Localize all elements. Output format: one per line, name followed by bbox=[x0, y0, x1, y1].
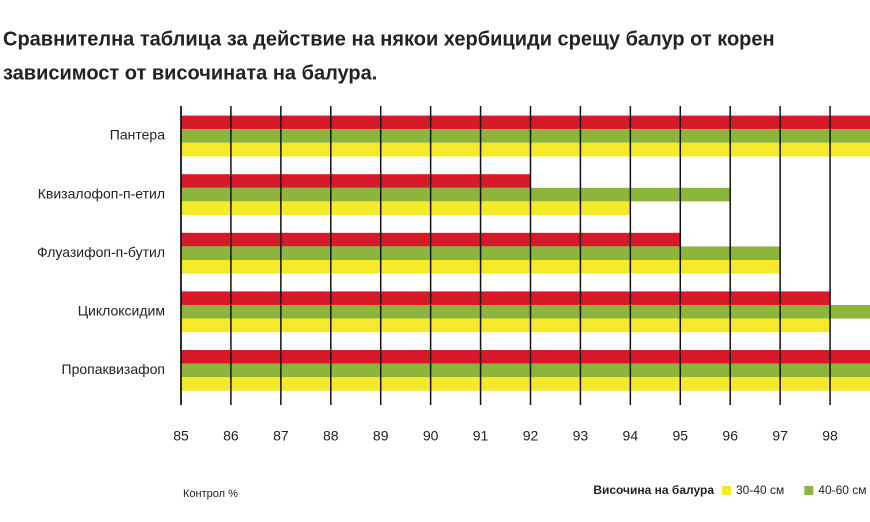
x-tick-label: 85 bbox=[173, 428, 189, 444]
bar bbox=[181, 318, 831, 333]
y-tick-label: Флуазифоп-п-бутил bbox=[37, 244, 165, 260]
y-tick-label: Пантера bbox=[110, 127, 165, 143]
x-tick-label: 93 bbox=[573, 428, 589, 444]
bar bbox=[181, 129, 870, 143]
x-tick-label: 86 bbox=[223, 428, 239, 444]
x-tick-label: 89 bbox=[373, 428, 389, 444]
legend-title: Височина на балура bbox=[593, 483, 714, 497]
x-tick-label: 92 bbox=[523, 428, 539, 444]
x-tick-label: 90 bbox=[423, 428, 439, 444]
x-tick-label: 94 bbox=[623, 428, 639, 444]
bar bbox=[181, 115, 870, 130]
legend-label: 30-40 см bbox=[736, 483, 784, 497]
x-tick-label: 98 bbox=[822, 428, 838, 444]
bar bbox=[181, 377, 870, 391]
bar bbox=[181, 174, 531, 188]
legend-swatch bbox=[804, 486, 814, 495]
chart-title: зависимост от височината на балура. bbox=[3, 62, 377, 84]
y-tick-label: Квизалофоп-п-етил bbox=[38, 185, 165, 201]
x-tick-label: 97 bbox=[772, 428, 788, 444]
x-tick-label: 96 bbox=[722, 428, 738, 444]
bar bbox=[181, 187, 731, 202]
legend-swatch bbox=[722, 486, 731, 495]
x-axis-label: Контрол % bbox=[183, 488, 238, 500]
y-tick-label: Пропаквизафоп bbox=[62, 361, 165, 377]
x-tick-label: 88 bbox=[323, 428, 339, 444]
bar bbox=[181, 291, 831, 305]
bar bbox=[181, 363, 870, 378]
bar bbox=[181, 305, 870, 319]
bar bbox=[181, 350, 870, 364]
legend-label: 40-60 см bbox=[818, 483, 866, 497]
bar bbox=[181, 142, 870, 157]
x-tick-label: 87 bbox=[273, 428, 289, 444]
x-tick-label: 91 bbox=[473, 428, 489, 444]
y-tick-label: Циклоксидим bbox=[78, 303, 165, 319]
x-tick-label: 95 bbox=[672, 428, 688, 444]
bar bbox=[181, 201, 631, 215]
chart-title: Сравнителна таблица за действие на някои… bbox=[3, 28, 775, 50]
